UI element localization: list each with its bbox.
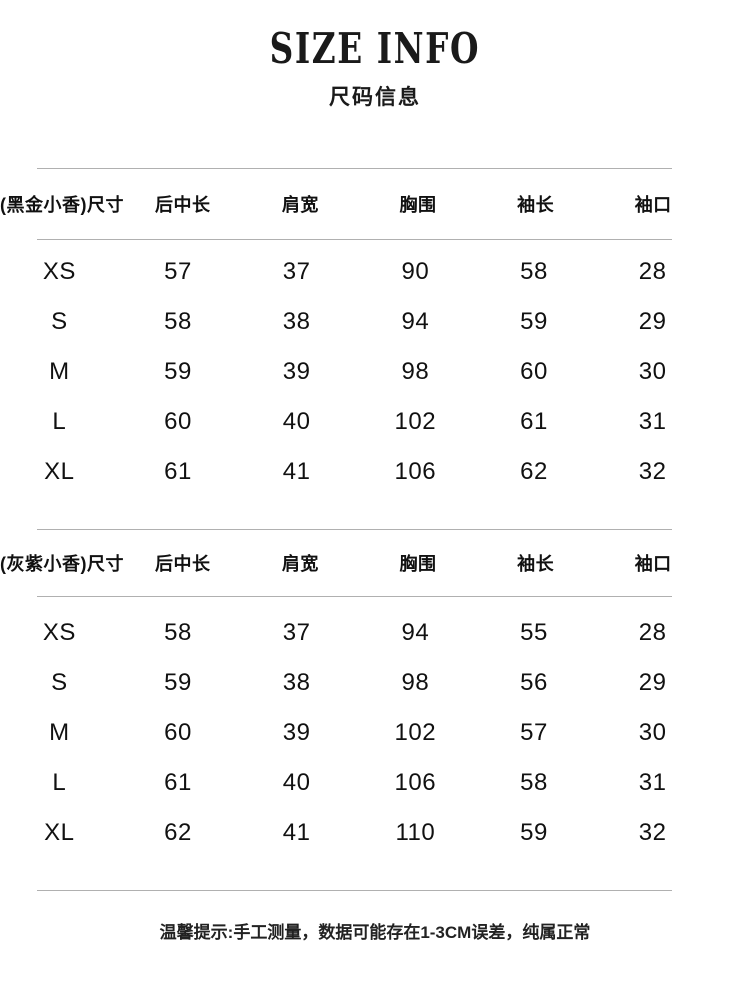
value-cell: 58 — [520, 769, 548, 796]
value-cell: 94 — [401, 308, 430, 335]
table-row: XS 58 37 94 55 28 — [0, 608, 712, 658]
size-cell: XL — [44, 458, 75, 485]
value-cell: 38 — [282, 669, 311, 696]
value-cell: 58 — [164, 619, 192, 646]
value-cell: 62 — [164, 819, 192, 846]
table-body: XS 57 37 90 58 28 S 58 38 94 59 29 M 59 … — [0, 240, 712, 529]
value-cell: 28 — [638, 619, 667, 646]
value-cell: 58 — [164, 308, 192, 335]
column-header-cuff: 袖口 — [634, 195, 672, 215]
size-cell: XS — [42, 619, 76, 646]
value-cell: 56 — [520, 669, 548, 696]
page-title: SIZE INFO — [269, 24, 481, 73]
page-footer: 温馨提示:手工测量，数据可能存在1-3CM误差，纯属正常 — [0, 921, 750, 945]
value-cell: 61 — [164, 458, 192, 485]
column-header-sleeve: 袖长 — [517, 554, 555, 574]
value-cell: 41 — [282, 458, 311, 485]
value-cell: 62 — [520, 458, 548, 485]
value-cell: 60 — [164, 408, 192, 435]
value-cell: 102 — [394, 408, 437, 435]
size-cell: M — [49, 719, 70, 746]
value-cell: 40 — [282, 408, 311, 435]
size-table-gray-purple: (灰紫小香)尺寸 后中长 肩宽 胸围 袖长 袖口 XS 58 37 94 55 … — [0, 529, 712, 891]
table-header-row: (灰紫小香)尺寸 后中长 肩宽 胸围 袖长 袖口 — [0, 530, 712, 596]
value-cell: 102 — [394, 719, 437, 746]
value-cell: 110 — [395, 819, 436, 846]
page-header: SIZE INFO 尺码信息 — [0, 0, 750, 110]
value-cell: 57 — [164, 258, 192, 285]
size-cell: S — [51, 669, 68, 696]
value-cell: 59 — [164, 669, 192, 696]
value-cell: 98 — [401, 669, 430, 696]
table-row: M 59 39 98 60 30 — [0, 347, 712, 397]
table-row: XL 62 41 110 59 32 — [0, 808, 712, 858]
value-cell: 32 — [638, 819, 667, 846]
column-header-bust: 胸围 — [399, 554, 437, 574]
column-header-size: (黑金小香)尺寸 — [0, 195, 124, 215]
value-cell: 61 — [520, 408, 548, 435]
column-header-size: (灰紫小香)尺寸 — [0, 554, 124, 574]
value-cell: 38 — [282, 308, 311, 335]
column-header-back-length: 后中长 — [155, 195, 211, 215]
table-header-row: (黑金小香)尺寸 后中长 肩宽 胸围 袖长 袖口 — [0, 169, 712, 239]
value-cell: 40 — [282, 769, 311, 796]
value-cell: 29 — [638, 669, 667, 696]
value-cell: 41 — [282, 819, 311, 846]
value-cell: 57 — [520, 719, 548, 746]
divider — [37, 529, 672, 530]
column-header-sleeve: 袖长 — [517, 195, 555, 215]
divider — [37, 890, 672, 891]
value-cell: 59 — [520, 308, 548, 335]
page-subtitle: 尺码信息 — [329, 86, 421, 109]
size-table-black-gold: (黑金小香)尺寸 后中长 肩宽 胸围 袖长 袖口 XS 57 37 90 58 … — [0, 168, 712, 529]
value-cell: 106 — [394, 769, 437, 796]
value-cell: 37 — [282, 258, 311, 285]
value-cell: 31 — [638, 408, 667, 435]
column-header-cuff: 袖口 — [634, 554, 672, 574]
table-body: XS 58 37 94 55 28 S 59 38 98 56 29 M 60 … — [0, 597, 712, 890]
value-cell: 32 — [638, 458, 667, 485]
table-row: L 61 40 106 58 31 — [0, 758, 712, 808]
value-cell: 60 — [164, 719, 192, 746]
value-cell: 39 — [282, 719, 311, 746]
value-cell: 60 — [520, 358, 548, 385]
footer-note: 温馨提示:手工测量，数据可能存在1-3CM误差，纯属正常 — [159, 923, 591, 942]
table-row: S 58 38 94 59 29 — [0, 297, 712, 347]
size-cell: XS — [42, 258, 76, 285]
column-header-back-length: 后中长 — [155, 554, 211, 574]
value-cell: 59 — [164, 358, 192, 385]
value-cell: 98 — [401, 358, 430, 385]
value-cell: 90 — [401, 258, 430, 285]
divider — [37, 239, 672, 240]
value-cell: 55 — [520, 619, 548, 646]
value-cell: 106 — [394, 458, 437, 485]
table-row: S 59 38 98 56 29 — [0, 658, 712, 708]
value-cell: 37 — [282, 619, 311, 646]
value-cell: 59 — [520, 819, 548, 846]
size-cell: XL — [44, 819, 75, 846]
table-row: M 60 39 102 57 30 — [0, 708, 712, 758]
size-cell: L — [52, 408, 67, 435]
value-cell: 61 — [164, 769, 192, 796]
table-row: XS 57 37 90 58 28 — [0, 247, 712, 297]
column-header-shoulder: 肩宽 — [281, 554, 319, 574]
value-cell: 28 — [638, 258, 667, 285]
value-cell: 58 — [520, 258, 548, 285]
table-row: L 60 40 102 61 31 — [0, 397, 712, 447]
divider — [37, 168, 672, 169]
value-cell: 30 — [638, 358, 667, 385]
size-cell: M — [49, 358, 70, 385]
value-cell: 39 — [282, 358, 311, 385]
value-cell: 31 — [638, 769, 667, 796]
column-header-shoulder: 肩宽 — [281, 195, 319, 215]
column-header-bust: 胸围 — [399, 195, 437, 215]
value-cell: 94 — [401, 619, 430, 646]
size-cell: L — [52, 769, 67, 796]
value-cell: 29 — [638, 308, 667, 335]
size-cell: S — [51, 308, 68, 335]
value-cell: 30 — [638, 719, 667, 746]
divider — [37, 596, 672, 597]
table-row: XL 61 41 106 62 32 — [0, 447, 712, 497]
